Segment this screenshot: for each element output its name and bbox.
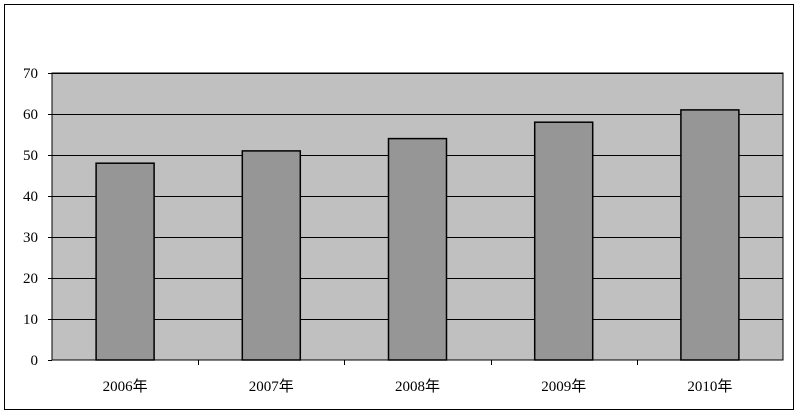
x-tick-label: 2009年 xyxy=(541,378,586,395)
y-tick-label: 30 xyxy=(23,230,38,246)
x-tick-label: 2006年 xyxy=(103,378,148,395)
y-tick-label: 0 xyxy=(31,353,39,369)
x-tick-label: 2008年 xyxy=(395,378,440,395)
y-tick-label: 70 xyxy=(23,66,38,82)
bar-2007年 xyxy=(241,150,302,361)
x-tick-label: 2010年 xyxy=(687,378,732,395)
y-tick-label: 10 xyxy=(23,312,38,328)
bar-2010年 xyxy=(680,109,740,361)
y-tick-label: 40 xyxy=(23,189,38,205)
bars xyxy=(95,109,740,361)
bar-2008年 xyxy=(387,137,448,361)
x-tick-label: 2007年 xyxy=(249,378,294,395)
y-axis: 0 10 20 30 40 50 60 70 xyxy=(23,66,52,369)
y-tick-label: 50 xyxy=(23,148,38,164)
y-tick-label: 60 xyxy=(23,107,38,123)
x-axis: 2006年 2007年 2008年 2009年 2010年 xyxy=(103,360,732,395)
bar-2006年 xyxy=(95,162,155,361)
bar-2009年 xyxy=(533,121,594,361)
y-tick-label: 20 xyxy=(23,271,38,287)
